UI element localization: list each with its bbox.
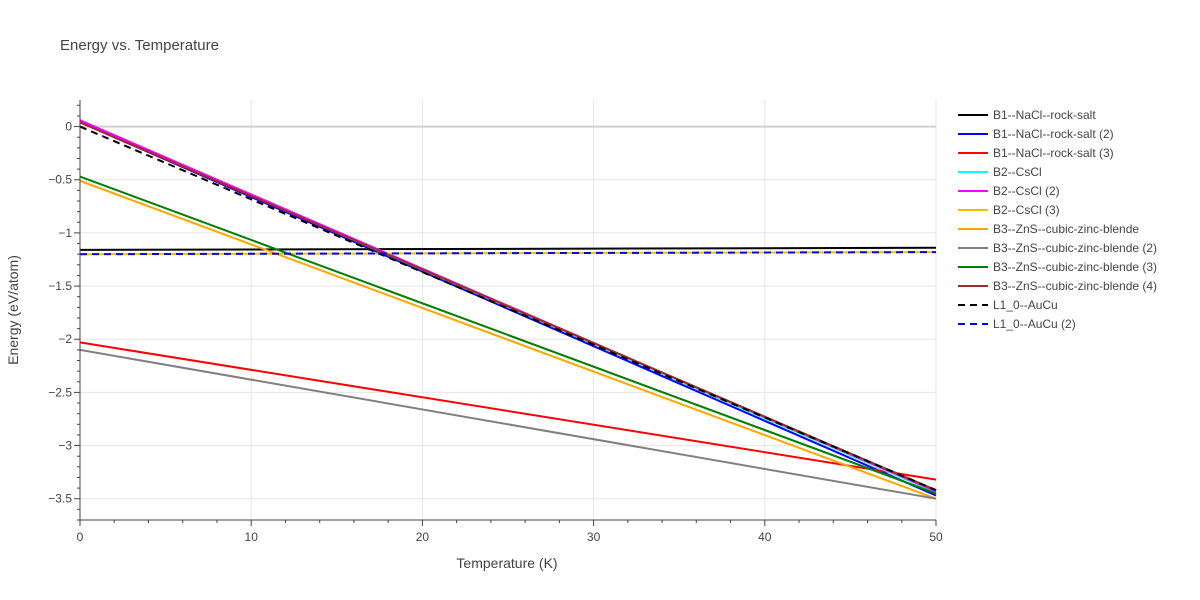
y-axis-title: Energy (eV/atom) xyxy=(5,255,21,365)
y-tick-label: −1 xyxy=(58,226,72,240)
legend-label: B3--ZnS--cubic-zinc-blende xyxy=(993,222,1139,236)
x-tick-label: 50 xyxy=(929,530,943,544)
x-tick-label: 20 xyxy=(416,530,430,544)
x-axis-title: Temperature (K) xyxy=(456,555,557,571)
legend-label: L1_0--AuCu xyxy=(993,298,1058,312)
x-tick-label: 30 xyxy=(587,530,601,544)
axes: 0 10 20 30 40 50 0 −0.5 −1 −1.5 −2 −2.5 −3 −3.5 xyxy=(48,100,943,544)
series-line-1 xyxy=(79,246,937,251)
series-line-3 xyxy=(79,341,937,481)
legend-label: B3--ZnS--cubic-zinc-blende (4) xyxy=(993,279,1157,293)
legend-label: B2--CsCl xyxy=(993,165,1042,179)
legend-label: B1--NaCl--rock-salt xyxy=(993,108,1096,122)
legend-label: B3--ZnS--cubic-zinc-blende (2) xyxy=(993,241,1157,255)
series-line-9 xyxy=(79,175,937,495)
legend: B1--NaCl--rock-salt B1--NaCl--rock-salt (… xyxy=(958,108,1157,331)
y-tick-label: −3 xyxy=(58,439,72,453)
y-tick-label: −1.5 xyxy=(48,279,72,293)
plot-area xyxy=(79,119,937,500)
series-line-10 xyxy=(79,121,937,492)
legend-label: B1--NaCl--rock-salt (2) xyxy=(993,127,1114,141)
x-tick-label: 0 xyxy=(77,530,84,544)
legend-label: B2--CsCl (2) xyxy=(993,184,1060,198)
legend-label: B1--NaCl--rock-salt (3) xyxy=(993,146,1114,160)
grid-lines xyxy=(80,100,937,520)
series-line-7 xyxy=(79,179,937,500)
x-tick-label: 40 xyxy=(758,530,772,544)
legend-label: L1_0--AuCu (2) xyxy=(993,317,1076,331)
y-tick-label: 0 xyxy=(65,120,72,134)
y-tick-label: −2 xyxy=(58,332,72,346)
x-tick-label: 10 xyxy=(245,530,259,544)
chart-title: Energy vs. Temperature xyxy=(60,37,219,54)
y-tick-label: −2.5 xyxy=(48,385,72,399)
legend-label: B2--CsCl (3) xyxy=(993,203,1060,217)
series-line-8 xyxy=(79,348,937,500)
legend-label: B3--ZnS--cubic-zinc-blende (3) xyxy=(993,260,1157,274)
series-line-12 xyxy=(79,251,937,256)
y-tick-label: −0.5 xyxy=(48,173,72,187)
y-tick-label: −3.5 xyxy=(48,492,72,506)
series-line-6 xyxy=(79,251,937,256)
